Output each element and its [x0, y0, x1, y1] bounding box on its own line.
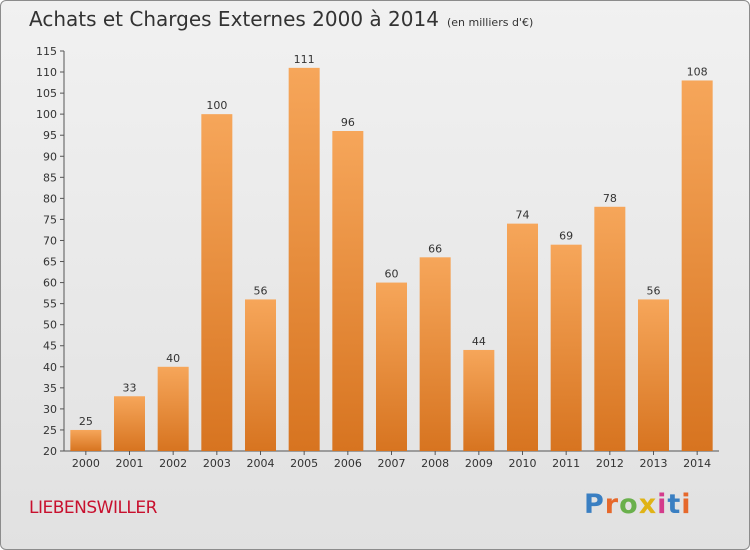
data-label: 56 [254, 284, 268, 297]
y-tick-label: 100 [36, 108, 57, 121]
x-tick-label: 2002 [159, 457, 187, 470]
logo-letter: o [619, 489, 639, 520]
y-tick-label: 50 [43, 319, 57, 332]
logo-letter: P [584, 489, 605, 520]
y-tick-label: 40 [43, 361, 57, 374]
data-labels: 25 33 40 100 56 111 96 60 66 44 74 69 78 56 108 [79, 53, 708, 428]
logo-letter: i [681, 489, 692, 520]
x-tick-label: 2008 [421, 457, 449, 470]
y-tick-label: 95 [43, 129, 57, 142]
x-tick-label: 2004 [247, 457, 275, 470]
logo-letter: x [638, 489, 658, 520]
x-tick-label: 2003 [203, 457, 231, 470]
x-tick-label: 2012 [596, 457, 624, 470]
data-label: 69 [559, 230, 573, 243]
data-label: 56 [647, 284, 661, 297]
y-tick-label: 55 [43, 298, 57, 311]
y-tick-label: 70 [43, 234, 57, 247]
bar [419, 257, 451, 451]
data-label: 33 [123, 381, 137, 394]
bar [463, 349, 495, 451]
title-text: Achats et Charges Externes 2000 à 2014 [29, 7, 439, 31]
y-tick-label: 65 [43, 256, 57, 269]
logo-letter: r [604, 489, 620, 520]
data-label: 111 [294, 53, 315, 66]
logo-letter: i [657, 489, 668, 520]
x-tick-label: 2014 [683, 457, 711, 470]
bar [157, 366, 189, 451]
bar [594, 206, 626, 451]
x-tick-label: 2006 [334, 457, 362, 470]
data-label: 66 [428, 242, 442, 255]
bar [70, 429, 102, 451]
bar [288, 67, 320, 451]
data-label: 60 [385, 268, 399, 281]
x-tick-label: 2010 [509, 457, 537, 470]
y-tick-label: 85 [43, 171, 57, 184]
bar [507, 223, 538, 451]
x-tick-label: 2009 [465, 457, 493, 470]
bar [245, 299, 276, 451]
data-label: 78 [603, 192, 617, 205]
bars [70, 67, 713, 451]
y-tick-label: 30 [43, 403, 57, 416]
data-label: 40 [166, 352, 180, 365]
y-tick-label: 25 [43, 424, 57, 437]
data-label: 108 [687, 65, 708, 78]
proxiti-logo[interactable]: Proxiti [584, 489, 692, 520]
y-tick-label: 75 [43, 213, 57, 226]
x-tick-label: 2011 [552, 457, 580, 470]
y-tick-label: 115 [36, 45, 57, 58]
chart-title: Achats et Charges Externes 2000 à 2014 (e… [29, 7, 533, 31]
bar [332, 131, 364, 451]
x-tick-label: 2000 [72, 457, 100, 470]
bar [550, 244, 582, 451]
y-tick-label: 90 [43, 150, 57, 163]
y-tick-label: 105 [36, 87, 57, 100]
data-label: 96 [341, 116, 355, 129]
x-tick-label: 2007 [378, 457, 406, 470]
bar [114, 396, 145, 451]
data-label: 25 [79, 415, 93, 428]
bar [681, 80, 713, 451]
bar [638, 299, 669, 451]
commune-name: LIEBENSWILLER [29, 498, 157, 518]
y-tick-label: 80 [43, 192, 57, 205]
y-tick-label: 20 [43, 445, 57, 458]
x-tick-label: 2013 [640, 457, 668, 470]
y-tick-label: 60 [43, 277, 57, 290]
y-tick-label: 110 [36, 66, 57, 79]
y-tick-label: 45 [43, 340, 57, 353]
data-label: 100 [206, 99, 227, 112]
axes: 20 25 30 35 40 45 50 55 60 65 70 75 80 85 90 95 100 105 11… [36, 45, 719, 470]
y-tick-label: 35 [43, 382, 57, 395]
title-unit: (en milliers d'€) [446, 16, 534, 29]
logo-letter: t [667, 489, 682, 520]
x-tick-label: 2001 [116, 457, 144, 470]
data-label: 74 [516, 209, 530, 222]
bar [376, 282, 407, 451]
bar [201, 114, 233, 451]
data-label: 44 [472, 335, 486, 348]
x-tick-label: 2005 [290, 457, 318, 470]
